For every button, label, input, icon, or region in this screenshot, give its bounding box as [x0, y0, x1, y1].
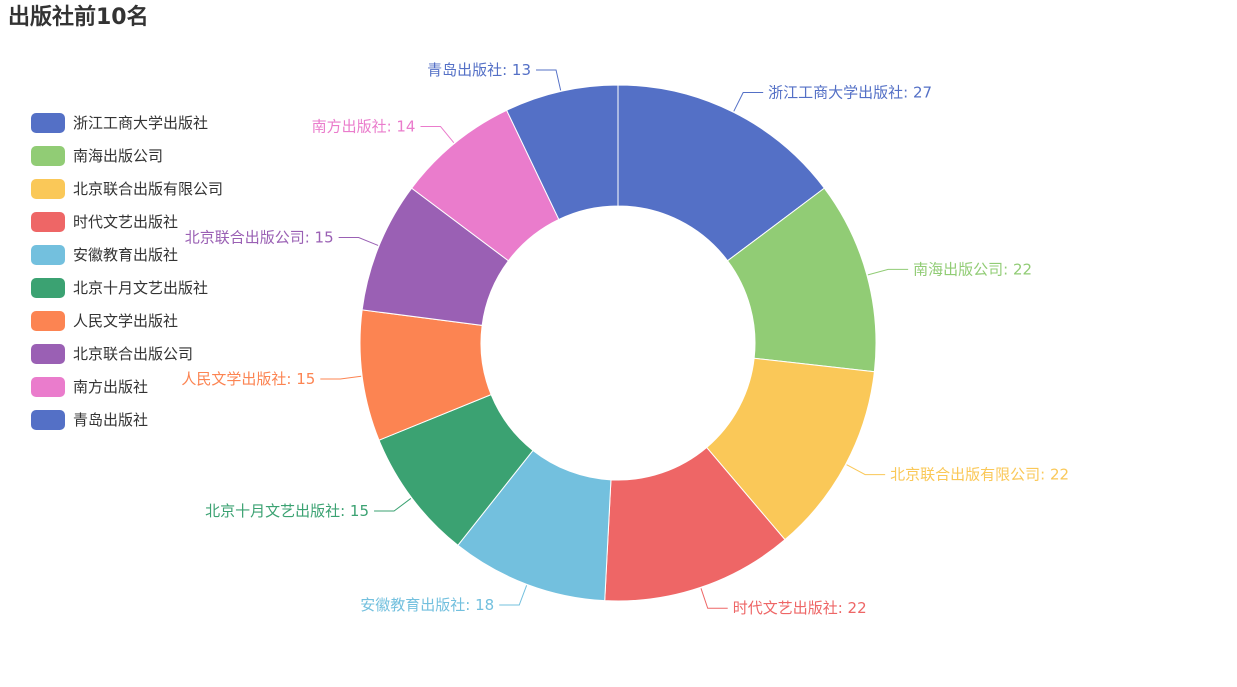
label-leader-line: [499, 585, 528, 606]
legend-swatch: [31, 178, 65, 199]
legend-item[interactable]: 北京联合出版公司: [31, 337, 223, 370]
label-leader-line: [320, 375, 362, 380]
label-leader-line: [536, 69, 562, 91]
legend-item[interactable]: 人民文学出版社: [31, 304, 223, 337]
slice-label: 安徽教育出版社: 18: [360, 596, 494, 614]
label-leader-line: [700, 588, 728, 609]
slices: [359, 84, 877, 602]
label-leader-line: [846, 464, 886, 476]
legend-item[interactable]: 北京十月文艺出版社: [31, 271, 223, 304]
legend-label: 青岛出版社: [73, 411, 149, 429]
label-leader-line: [733, 92, 764, 112]
legend-item[interactable]: 浙江工商大学出版社: [31, 106, 223, 139]
legend-swatch: [31, 277, 65, 298]
legend-label: 人民文学出版社: [73, 312, 179, 330]
legend-item[interactable]: 北京联合出版有限公司: [31, 172, 223, 205]
slice-label: 南方出版社: 14: [312, 117, 416, 135]
legend-swatch: [31, 112, 65, 133]
legend-label: 北京联合出版公司: [73, 345, 194, 363]
legend-swatch: [31, 211, 65, 232]
label-leader-line: [867, 268, 909, 276]
slice-label: 南海出版公司: 22: [913, 260, 1032, 278]
legend-label: 北京十月文艺出版社: [73, 279, 209, 297]
slice-label: 青岛出版社: 13: [427, 61, 531, 79]
legend-label: 南方出版社: [73, 378, 149, 396]
chart-title: 出版社前10名: [8, 5, 149, 30]
pie-slice[interactable]: [505, 84, 619, 221]
legend-swatch: [31, 343, 65, 364]
legend-swatch: [31, 310, 65, 331]
legend-label: 北京联合出版有限公司: [73, 180, 224, 198]
label-leader-line: [374, 498, 412, 512]
slice-label: 北京联合出版公司: 15: [185, 229, 334, 247]
slice-label: 北京十月文艺出版社: 15: [205, 502, 369, 520]
label-leader-line: [420, 125, 455, 144]
legend-swatch: [31, 244, 65, 265]
legend-item[interactable]: 南方出版社: [31, 370, 223, 403]
slice-label: 人民文学出版社: 15: [181, 370, 315, 388]
slice-label: 北京联合出版有限公司: 22: [890, 466, 1069, 484]
slice-label: 浙江工商大学出版社: 27: [768, 84, 932, 102]
legend-item[interactable]: 时代文艺出版社: [31, 205, 223, 238]
legend-label: 时代文艺出版社: [73, 213, 179, 231]
slice-label: 时代文艺出版社: 22: [733, 599, 867, 617]
legend-item[interactable]: 安徽教育出版社: [31, 238, 223, 271]
legend-label: 南海出版公司: [73, 147, 164, 165]
legend-swatch: [31, 145, 65, 166]
legend-label: 浙江工商大学出版社: [73, 114, 209, 132]
legend-item[interactable]: 青岛出版社: [31, 403, 223, 436]
legend-label: 安徽教育出版社: [73, 246, 179, 264]
slice-labels: 浙江工商大学出版社: 27 南海出版公司: 22 北京联合出版有限公司: 22 时代文…: [181, 61, 1069, 617]
chart-legend: 浙江工商大学出版社 南海出版公司 北京联合出版有限公司 时代文艺出版社 安徽教育出版社北…: [31, 106, 223, 436]
legend-swatch: [31, 376, 65, 397]
legend-item[interactable]: 南海出版公司: [31, 139, 223, 172]
label-leader-line: [338, 237, 379, 246]
legend-swatch: [31, 409, 65, 430]
